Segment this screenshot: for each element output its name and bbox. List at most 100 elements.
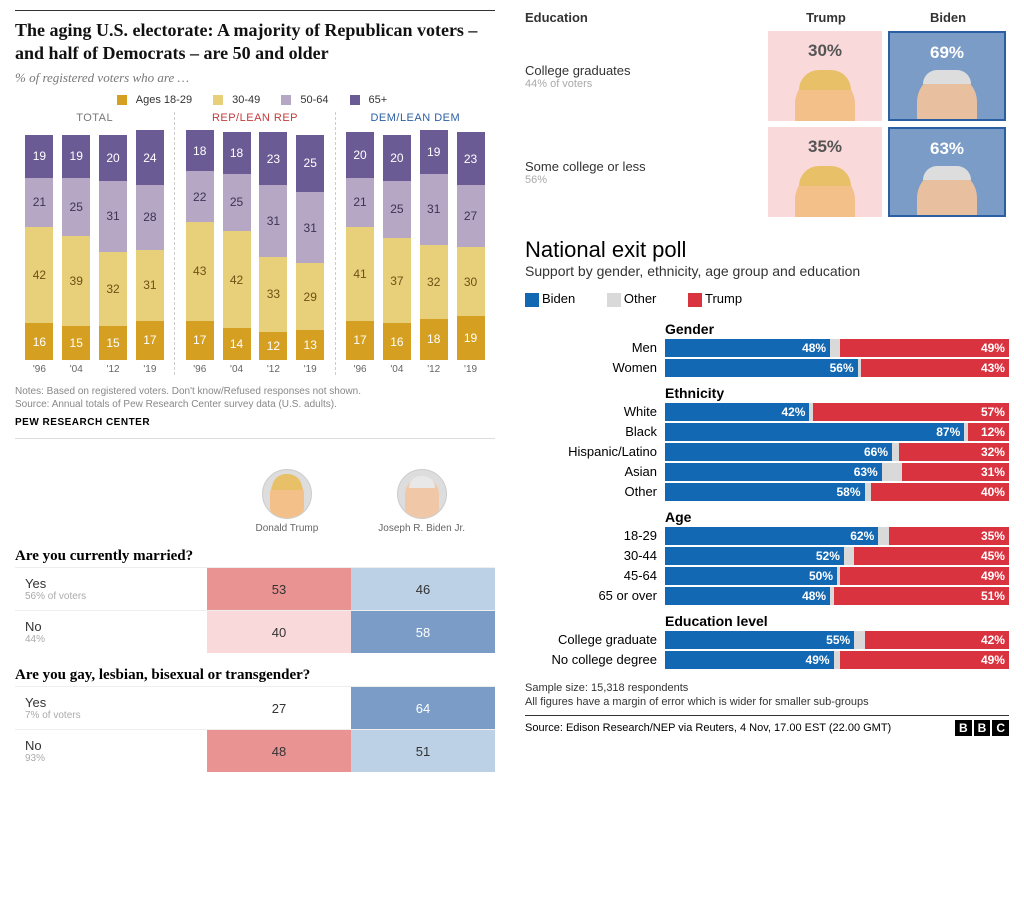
demo-row-label: Yes56% of voters (15, 568, 207, 611)
pew-note-line: Notes: Based on registered voters. Don't… (15, 385, 495, 398)
nep-group-title: Education level (665, 613, 1009, 629)
nep-groups: GenderMen48%49%Women56%43%EthnicityWhite… (525, 321, 1009, 669)
education-col-biden: Biden (887, 10, 1009, 25)
nep-seg-trump: 45% (854, 547, 1009, 565)
pew-bar-segment: 12 (259, 332, 287, 360)
pew-legend: Ages 18-29 30-49 50-64 65+ (15, 94, 495, 106)
nep-seg-trump: 43% (861, 359, 1009, 377)
pew-bar-segment: 31 (136, 250, 164, 321)
nep-row: Hispanic/Latino66%32% (525, 443, 1009, 461)
pew-bar-segment: 42 (223, 231, 251, 328)
pew-x-label: '04 (70, 364, 83, 375)
pew-bar-segment: 15 (62, 326, 90, 361)
pew-x-labels: '96'04'12'19 (342, 364, 489, 375)
nep-row: 30-4452%45% (525, 547, 1009, 565)
education-row-label: College graduates44% of voters (525, 31, 765, 121)
demo-row: Yes56% of voters5346 (15, 568, 495, 611)
nep-seg-other (844, 547, 854, 565)
nep-legend-label: Trump (705, 291, 742, 306)
pew-notes: Notes: Based on registered voters. Don't… (15, 385, 495, 411)
pew-x-label: '19 (304, 364, 317, 375)
nep-group-title: Gender (665, 321, 1009, 337)
nep-seg-other (878, 527, 888, 545)
pew-bar: 20253716 (383, 130, 411, 360)
nep-seg-other (882, 463, 903, 481)
nep-seg-biden: 87% (665, 423, 964, 441)
pew-bar-group: 20214117202537161931321823273019 (342, 130, 489, 360)
nep-legend: Biden Other Trump (525, 291, 1009, 307)
nep-row-label: 45-64 (525, 568, 665, 583)
pew-bar-segment: 18 (223, 132, 251, 173)
nep-source-row: Source: Edison Research/NEP via Reuters,… (525, 715, 1009, 736)
pew-x-label: '12 (427, 364, 440, 375)
nep-row-label: 18-29 (525, 528, 665, 543)
legend-swatch-65 (350, 95, 360, 105)
nep-seg-other (830, 339, 840, 357)
nep-seg-biden: 48% (665, 339, 830, 357)
nep-row: 18-2962%35% (525, 527, 1009, 545)
nep-seg-trump: 49% (840, 651, 1009, 669)
demo-row: No93%4851 (15, 730, 495, 773)
education-row: Some college or less56%35%63% (525, 127, 1009, 217)
nep-row: 45-6450%49% (525, 567, 1009, 585)
pew-bar-segment: 15 (99, 326, 127, 361)
pew-bar: 19253915 (62, 130, 90, 360)
candidate-header-row: Donald Trump Joseph R. Biden Jr. (15, 469, 495, 534)
pew-x-labels: '96 '04 '12 '19 (181, 364, 328, 375)
nep-row-label: Hispanic/Latino (525, 444, 665, 459)
pew-bar: 23273019 (457, 130, 485, 360)
pew-title: The aging U.S. electorate: A majority of… (15, 19, 495, 64)
education-row-label: Some college or less56% (525, 127, 765, 217)
nep-seg-biden: 48% (665, 587, 830, 605)
pew-bar-segment: 43 (186, 222, 214, 321)
nep-seg-other (892, 443, 899, 461)
candidate-trump-header: Donald Trump (255, 469, 318, 534)
pew-bar: 19313218 (420, 130, 448, 360)
nep-bar: 48%51% (665, 587, 1009, 605)
pew-bar-segment: 20 (99, 135, 127, 181)
pew-bar-segment: 25 (223, 174, 251, 232)
pew-x-label: '19 (464, 364, 477, 375)
nep-row-label: Women (525, 360, 665, 375)
pew-x-label: '12 (267, 364, 280, 375)
nep-legend-label: Biden (542, 291, 575, 306)
right-column: Education Trump Biden College graduates4… (510, 0, 1024, 782)
pew-x-label: '96 (193, 364, 206, 375)
pew-panel: TOTAL19214216192539152031321524283117'96… (15, 112, 174, 375)
pew-x-label: '04 (390, 364, 403, 375)
nep-seg-trump: 51% (834, 587, 1009, 605)
demo-row: No44%4058 (15, 611, 495, 654)
pew-bar-segment: 19 (420, 130, 448, 174)
pew-x-label: '04 (230, 364, 243, 375)
pew-bar-segment: 18 (420, 319, 448, 360)
nep-row-label: Men (525, 340, 665, 355)
nep-title: National exit poll (525, 237, 1009, 263)
nep-bar: 42%57% (665, 403, 1009, 421)
pew-bar-segment: 28 (136, 185, 164, 249)
nep-row-label: Black (525, 424, 665, 439)
layout-container: The aging U.S. electorate: A majority of… (0, 0, 1024, 782)
nep-legend-swatch-trump (688, 293, 702, 307)
pew-source: PEW RESEARCH CENTER (15, 417, 495, 428)
pew-bar-segment: 21 (346, 178, 374, 226)
demo-biden-value: 51 (351, 730, 495, 773)
demo-trump-value: 27 (207, 687, 351, 730)
pew-bar: 25312913 (296, 130, 324, 360)
candidate-name: Joseph R. Biden Jr. (378, 523, 465, 534)
pew-bar-segment: 22 (186, 171, 214, 222)
pew-bar-segment: 42 (25, 227, 53, 324)
nep-bar: 49%49% (665, 651, 1009, 669)
nep-bar: 87%12% (665, 423, 1009, 441)
education-biden-box: 69% (888, 31, 1006, 121)
pew-panel: DEM/LEAN DEM2021411720253716193132182327… (335, 112, 495, 375)
education-header-row: Education Trump Biden (525, 10, 1009, 25)
divider (15, 438, 495, 439)
nep-row-label: Asian (525, 464, 665, 479)
nep-row: Men48% 49% (525, 339, 1009, 357)
nep-seg-trump: 40% (871, 483, 1009, 501)
legend-label: 30-49 (232, 94, 260, 106)
nep-seg-trump: 49% (840, 339, 1009, 357)
pew-bar-segment: 16 (25, 323, 53, 360)
demo-biden-value: 46 (351, 568, 495, 611)
bbc-logo: BBC (955, 720, 1009, 736)
